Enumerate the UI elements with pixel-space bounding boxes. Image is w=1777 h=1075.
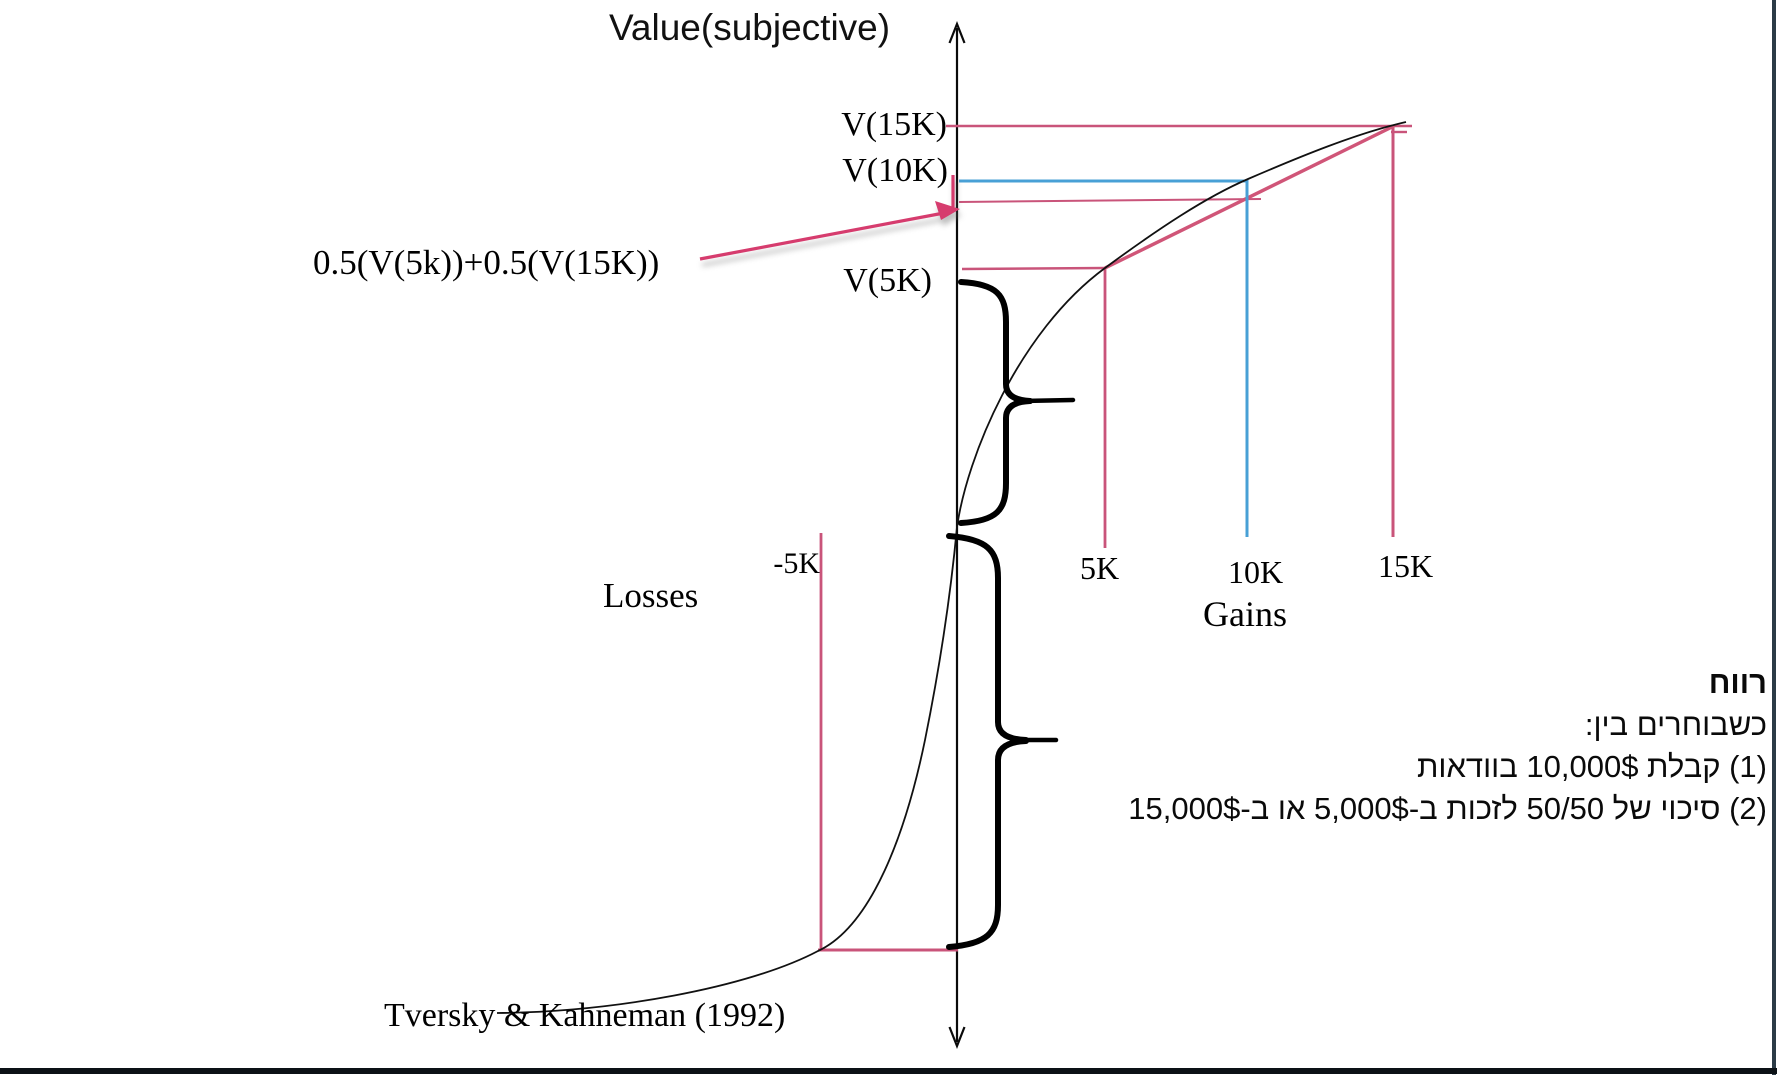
note-heading: רווח xyxy=(1708,665,1767,700)
gain-brace-cusp xyxy=(1019,397,1076,404)
y-axis-down-arrowhead-icon xyxy=(948,1026,966,1049)
expected-value-arrow xyxy=(699,175,960,261)
v5k-label: V(5K) xyxy=(843,262,932,299)
rose-connectors xyxy=(818,124,1412,952)
tick-15k-label: 15K xyxy=(1378,548,1434,584)
loss-brace-upper-half xyxy=(946,533,1029,743)
gain-brace-upper-half xyxy=(958,279,1033,404)
gamble-chord-line xyxy=(1104,124,1395,270)
arrow-shaft xyxy=(699,211,945,261)
v5k-level-line xyxy=(961,266,1107,271)
v10k-label: V(10K) xyxy=(842,152,948,189)
note-line-choose-between: כשבוחרים בין: xyxy=(1584,707,1767,742)
tick-neg5k-label: -5K xyxy=(773,547,820,580)
gain-10k-connector-line xyxy=(959,179,1249,537)
note-line-option1: (1) קבלת 10,000$ בוודאות xyxy=(1416,749,1767,784)
gain-brace-lower-half xyxy=(958,398,1033,526)
slide-bottom-border xyxy=(0,1068,1777,1074)
v15k-label: V(15K) xyxy=(841,106,947,143)
loss-brace-lower-half xyxy=(946,738,1029,950)
losses-axis-label: Losses xyxy=(603,576,699,615)
note-line-option2: (2) סיכוי של 50/50 לזכות ב-5,000$ או ב-1… xyxy=(1128,791,1767,826)
chart-title: Value(subjective) xyxy=(609,7,891,48)
source-citation: Tversky & Kahneman (1992) xyxy=(384,997,786,1034)
y-axis-up-arrowhead-icon xyxy=(948,21,966,44)
expected-value-level-line xyxy=(958,198,1262,203)
tick-10k-label: 10K xyxy=(1228,554,1284,590)
braces xyxy=(946,279,1076,950)
arrowhead-icon xyxy=(935,201,960,220)
value-curve xyxy=(496,121,1407,1014)
hebrew-note: רווח כשבוחרים בין: (1) קבלת 10,000$ בווד… xyxy=(1128,662,1767,830)
expected-value-label: 0.5(V(5k))+0.5(V(15K)) xyxy=(313,243,660,282)
slide-right-border xyxy=(1772,0,1776,1075)
gains-axis-label: Gains xyxy=(1203,594,1287,634)
tick-5k-label: 5K xyxy=(1080,550,1120,586)
